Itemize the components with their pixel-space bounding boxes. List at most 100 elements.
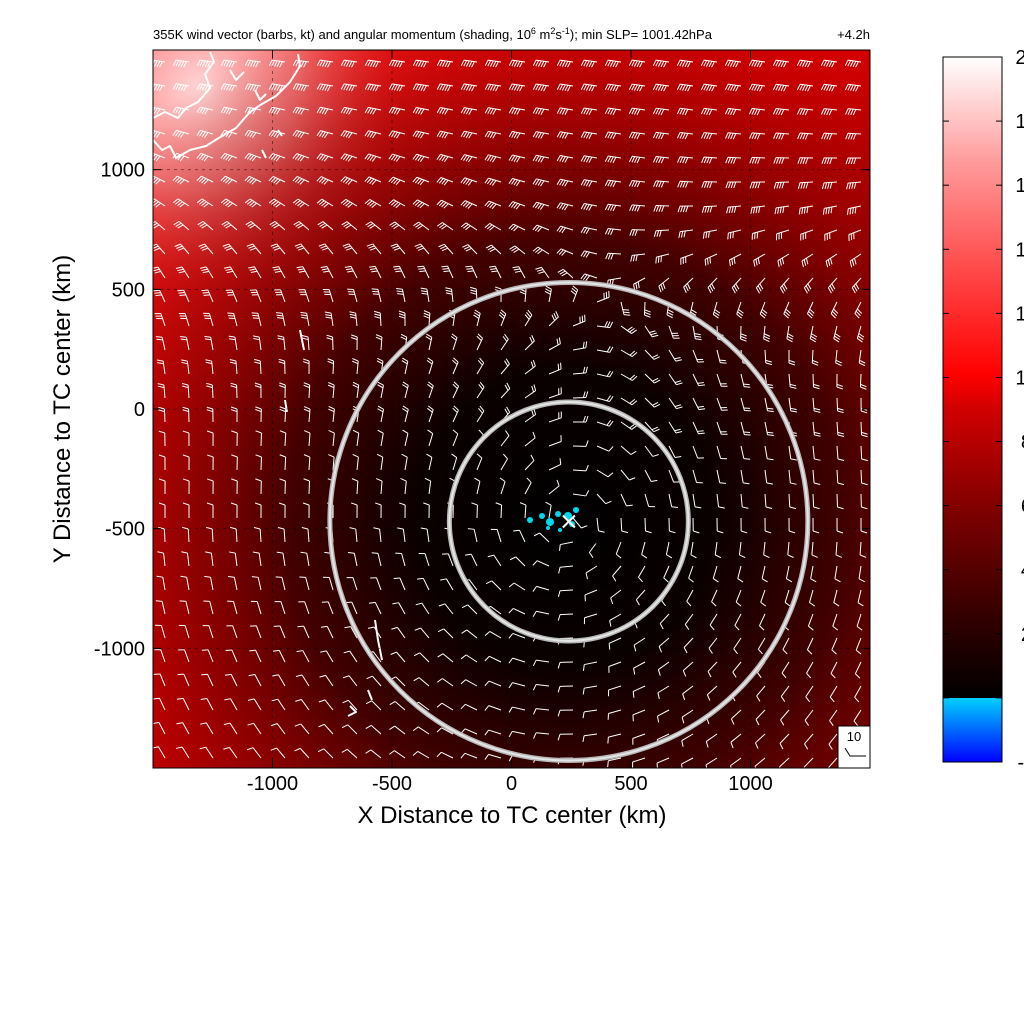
wind-barb (292, 176, 310, 185)
plot-shading (153, 50, 870, 768)
wind-barb (780, 685, 790, 702)
wind-barb (557, 613, 574, 621)
wind-barb (788, 517, 796, 534)
wind-barb (556, 178, 574, 187)
wind-barb (764, 397, 774, 413)
wind-barb (255, 406, 262, 423)
wind-barb (441, 265, 454, 279)
wind-barb (340, 59, 358, 68)
wind-barb (556, 107, 574, 115)
wind-barb (609, 613, 622, 627)
wind-barb (220, 198, 238, 208)
wind-barb (323, 576, 334, 591)
wind-barb (786, 325, 794, 343)
wind-barb (570, 285, 579, 303)
wind-barb (633, 637, 646, 652)
wind-barb (182, 526, 190, 543)
wind-barb (402, 381, 409, 399)
wind-barb (388, 83, 406, 92)
wind-barb (733, 637, 742, 655)
wind-barb (155, 624, 166, 639)
wind-barb (328, 454, 335, 471)
wind-barb (351, 334, 358, 351)
wind-barb (452, 381, 460, 399)
wind-barb (228, 551, 238, 567)
wind-barb (508, 706, 526, 713)
wind-barb (255, 454, 262, 471)
wind-barb (596, 395, 614, 402)
wind-barb (596, 445, 614, 452)
wind-barb (199, 266, 214, 279)
wind-barb (604, 83, 622, 92)
wind-barb (749, 156, 766, 164)
wind-barb (858, 565, 865, 583)
wind-barb (343, 650, 358, 663)
wind-barb (556, 59, 574, 68)
wind-barb (797, 157, 814, 165)
wind-barb (656, 757, 670, 768)
wind-barb (393, 577, 406, 591)
wind-barb (620, 469, 636, 481)
wind-barb (153, 59, 166, 68)
wind-barb (860, 421, 868, 438)
wind-barb (860, 517, 868, 534)
wind-barb (725, 156, 742, 164)
wind-barb (665, 541, 673, 559)
wind-barb (533, 532, 550, 543)
wind-barb (822, 205, 838, 215)
wind-barb (825, 253, 838, 268)
wind-barb (644, 373, 661, 384)
wind-barb (396, 288, 406, 303)
wind-barb (702, 229, 718, 239)
coastline-segment (254, 89, 267, 101)
wind-barb (366, 675, 382, 687)
tc-center-marker (562, 514, 576, 529)
wind-barb (604, 227, 622, 236)
wind-barb (635, 589, 646, 606)
wind-barb (644, 493, 656, 508)
range-rings (327, 279, 811, 763)
wind-barb (596, 517, 605, 533)
wind-barb (730, 709, 742, 725)
wind-barb (342, 699, 358, 711)
wind-barb (225, 289, 238, 303)
wind-barb (545, 501, 552, 519)
wind-barb (677, 205, 694, 213)
wind-barb (201, 649, 214, 663)
wind-barb (725, 181, 742, 189)
wind-barb (155, 336, 166, 351)
wind-barb (730, 733, 742, 749)
wind-barb (157, 551, 166, 567)
wind-barb (836, 493, 844, 510)
wind-barb (773, 157, 790, 164)
wind-barb (401, 453, 408, 471)
wind-barb (604, 131, 622, 140)
wind-barb (464, 553, 478, 567)
wind-barb (158, 454, 166, 471)
wind-barb (740, 325, 747, 342)
wind-barb (275, 312, 286, 327)
wind-barb (788, 373, 797, 389)
wind-barb (368, 601, 382, 615)
wind-barb (764, 517, 772, 534)
wind-barb (827, 277, 838, 294)
wind-barb (676, 131, 694, 140)
wind-barb (676, 59, 694, 68)
wind-barb (172, 59, 190, 68)
wind-barb (628, 180, 646, 188)
wind-barb (633, 661, 646, 675)
wind-barb (677, 180, 694, 188)
wind-barb (532, 131, 550, 139)
wind-barb (346, 577, 358, 591)
wind-barb (412, 726, 430, 735)
wind-barb (172, 198, 190, 208)
wind-barb (820, 108, 838, 116)
wind-barb (350, 502, 358, 519)
wind-barb (716, 517, 724, 534)
wind-barb (172, 152, 190, 162)
wind-barb (753, 253, 766, 267)
wind-barb (485, 580, 502, 591)
wind-barb (389, 221, 406, 231)
wind-barb (772, 83, 790, 92)
wind-barb (389, 725, 406, 735)
